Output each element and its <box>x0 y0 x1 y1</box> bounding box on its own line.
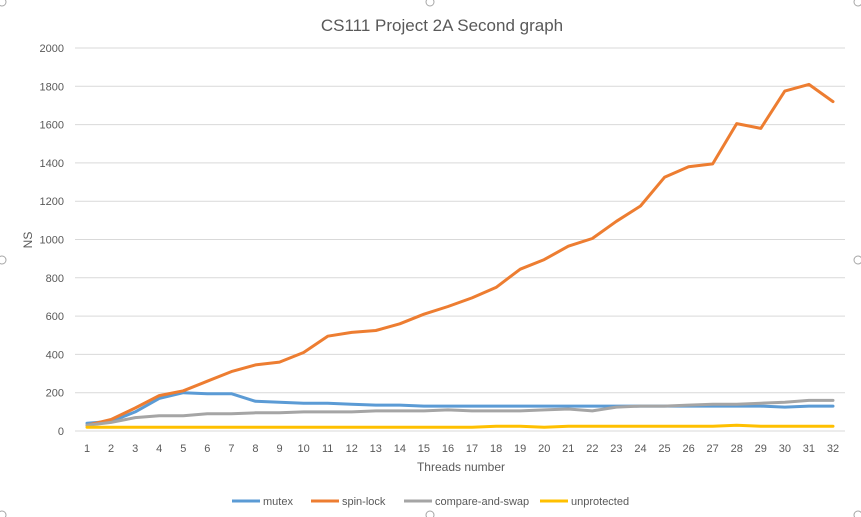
x-tick-label: 3 <box>132 443 138 455</box>
x-tick-label: 4 <box>156 443 162 455</box>
x-tick-label: 19 <box>514 443 526 455</box>
frame-handle-bottom-left <box>0 510 7 517</box>
legend-label-spin-lock: spin-lock <box>342 496 386 508</box>
x-tick-label: 15 <box>418 443 430 455</box>
x-tick-label: 18 <box>490 443 502 455</box>
chart-title: CS111 Project 2A Second graph <box>321 16 563 35</box>
series-line-mutex <box>85 391 835 425</box>
x-tick-label: 27 <box>707 443 719 455</box>
x-tick-label: 13 <box>370 443 382 455</box>
legend-label-mutex: mutex <box>263 496 293 508</box>
y-axis-title: NS <box>21 232 35 249</box>
grid-lines <box>75 47 845 432</box>
x-tick-label: 20 <box>538 443 550 455</box>
x-tick-label: 9 <box>276 443 282 455</box>
frame-handle-top <box>425 0 435 7</box>
y-tick-label: 0 <box>58 426 64 438</box>
x-tick-label: 6 <box>204 443 210 455</box>
x-tick-label: 25 <box>658 443 670 455</box>
x-tick-label: 5 <box>180 443 186 455</box>
x-tick-label: 14 <box>394 443 406 455</box>
legend-label-compare-and-swap: compare-and-swap <box>435 496 529 508</box>
y-tick-label: 200 <box>46 388 64 400</box>
x-tick-label: 26 <box>682 443 694 455</box>
legend: mutex spin-lock compare-and-swap unprotecte… <box>232 496 629 508</box>
x-tick-label: 10 <box>297 443 309 455</box>
y-axis-ticks: 0 200 400 600 800 1000 1200 1400 1600 1800 2000 <box>40 43 64 438</box>
frame-handle-top-left <box>0 0 7 7</box>
y-tick-label: 2000 <box>40 43 64 55</box>
frame-handle-top-right <box>853 0 861 7</box>
y-tick-label: 1000 <box>40 235 64 247</box>
x-tick-label: 24 <box>634 443 646 455</box>
frame-handle-right <box>853 255 861 265</box>
y-tick-label: 1800 <box>40 81 64 93</box>
frame-handle-bottom-right <box>853 510 861 517</box>
x-tick-label: 30 <box>779 443 791 455</box>
series-lines <box>85 82 835 429</box>
x-tick-label: 12 <box>346 443 358 455</box>
frame-handle-left <box>0 255 7 265</box>
series-line-compare-and-swap <box>85 398 835 427</box>
y-tick-label: 1400 <box>40 158 64 170</box>
series-line-unprotected <box>85 423 835 429</box>
x-tick-label: 17 <box>466 443 478 455</box>
x-tick-label: 7 <box>228 443 234 455</box>
x-tick-label: 28 <box>731 443 743 455</box>
frame-handle-bottom <box>425 510 435 517</box>
y-tick-label: 1600 <box>40 120 64 132</box>
legend-label-unprotected: unprotected <box>571 496 629 508</box>
x-tick-label: 29 <box>755 443 767 455</box>
x-tick-label: 31 <box>803 443 815 455</box>
y-tick-label: 800 <box>46 273 64 285</box>
x-tick-label: 1 <box>84 443 90 455</box>
x-tick-label: 23 <box>610 443 622 455</box>
x-tick-label: 8 <box>252 443 258 455</box>
x-tick-label: 22 <box>586 443 598 455</box>
y-tick-label: 1200 <box>40 196 64 208</box>
x-axis-ticks: 1 2 3 4 5 6 7 8 9 10 11 12 13 14 15 16 17 18 19 20 21 22 23 24 2… <box>84 443 839 455</box>
y-tick-label: 400 <box>46 349 64 361</box>
x-tick-label: 16 <box>442 443 454 455</box>
x-axis-title: Threads number <box>417 460 505 474</box>
x-tick-label: 2 <box>108 443 114 455</box>
x-tick-label: 32 <box>827 443 839 455</box>
x-tick-label: 21 <box>562 443 574 455</box>
x-tick-label: 11 <box>322 443 333 455</box>
y-tick-label: 600 <box>46 311 64 323</box>
series-line-spin-lock <box>85 82 835 427</box>
